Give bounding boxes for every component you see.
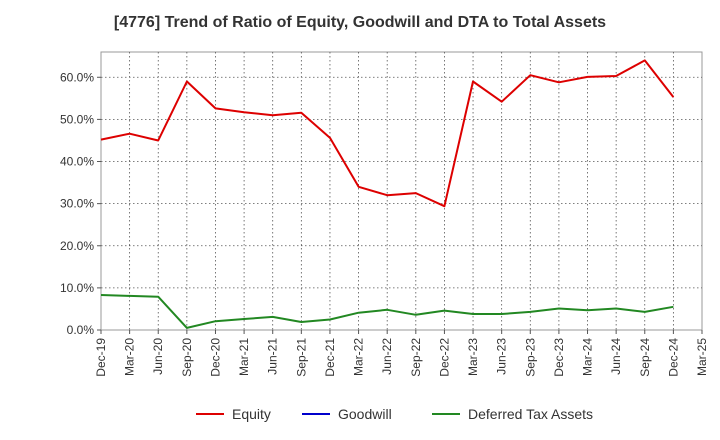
y-tick-label: 30.0%: [60, 197, 94, 211]
x-tick-label: Dec-21: [323, 338, 337, 377]
x-tick-label: Jun-22: [380, 338, 394, 375]
legend-label-goodwill: Goodwill: [338, 406, 392, 422]
x-tick-label: Jun-20: [151, 338, 165, 375]
y-tick-label: 60.0%: [60, 70, 94, 84]
x-tick-label: Dec-20: [208, 338, 222, 377]
x-tick-label: Sep-24: [638, 338, 652, 377]
x-tick-label: Mar-20: [123, 338, 137, 376]
x-tick-label: Mar-23: [466, 338, 480, 376]
x-tick-label: Dec-19: [94, 338, 108, 377]
x-tick-label: Jun-21: [266, 338, 280, 375]
series-line-deferred-tax-assets: [100, 294, 674, 329]
y-tick-label: 0.0%: [67, 323, 95, 337]
y-tick-label: 50.0%: [60, 112, 94, 126]
legend-label-equity: Equity: [232, 406, 271, 422]
legend-label-deferred-tax-assets: Deferred Tax Assets: [468, 406, 593, 422]
x-tick-label: Mar-21: [237, 338, 251, 376]
legend-layer: Equity Goodwill Deferred Tax Assets: [196, 406, 593, 422]
x-tick-label: Sep-20: [180, 338, 194, 377]
x-tick-label: Sep-22: [409, 338, 423, 377]
grid-layer: [100, 51, 703, 331]
x-tick-label: Dec-23: [552, 338, 566, 377]
axis-layer: Dec-19 Mar-20 Jun-20 Sep-20 Dec-20 Mar-21 Jun-…: [60, 70, 709, 376]
x-tick-label: Dec-24: [666, 338, 680, 377]
x-tick-label: Jun-24: [609, 338, 623, 375]
y-tick-label: 10.0%: [60, 281, 94, 295]
x-tick-label: Dec-22: [437, 338, 451, 377]
x-tick-label: Sep-23: [523, 338, 537, 377]
series-line-equity: [100, 59, 675, 208]
plot-frame: [100, 51, 703, 331]
series-layer: [100, 59, 675, 329]
chart-title: [4776] Trend of Ratio of Equity, Goodwil…: [113, 14, 607, 31]
x-tick-label: Sep-21: [294, 338, 308, 377]
x-tick-label: Mar-25: [695, 338, 709, 376]
x-tick-label: Mar-24: [581, 338, 595, 376]
y-tick-label: 20.0%: [60, 239, 94, 253]
x-tick-label: Mar-22: [352, 338, 366, 376]
x-tick-label: Jun-23: [495, 338, 509, 375]
y-tick-label: 40.0%: [60, 155, 94, 169]
